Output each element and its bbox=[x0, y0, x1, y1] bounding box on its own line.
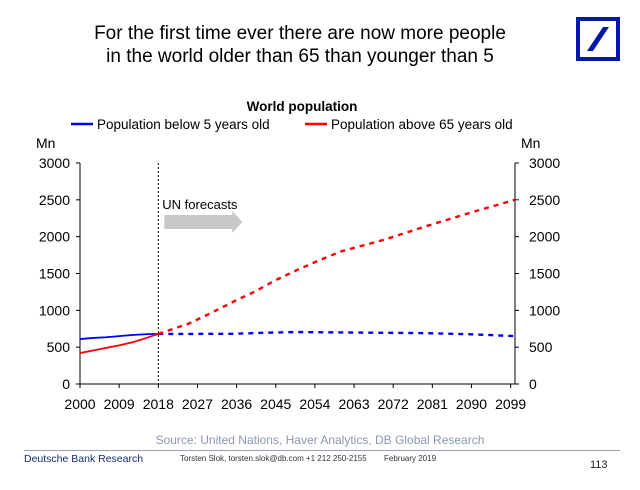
footer-brand: Deutsche Bank Research bbox=[24, 453, 144, 465]
y-tick-label-left: 1000 bbox=[39, 302, 70, 318]
y-tick-label-right: 500 bbox=[529, 339, 553, 355]
x-tick-label: 2081 bbox=[417, 396, 448, 412]
x-tick-label: 2063 bbox=[338, 396, 369, 412]
x-tick-label: 2045 bbox=[260, 396, 291, 412]
x-tick-label: 2099 bbox=[495, 396, 526, 412]
y-tick-label-left: 3000 bbox=[39, 155, 70, 171]
y-tick-label-right: 1000 bbox=[529, 302, 560, 318]
series-line-above-65-historical bbox=[79, 333, 159, 354]
x-tick-label: 2090 bbox=[456, 396, 487, 412]
footer-divider bbox=[24, 450, 620, 451]
x-tick-label: 2000 bbox=[64, 396, 95, 412]
slide-title-line-1: For the first time ever there are now mo… bbox=[94, 23, 506, 44]
series-line-below-5-forecast bbox=[158, 330, 516, 338]
world-population-chart: 0 0 500 500 1000 1000 1500 1500 2000 2000 2500 2500… bbox=[36, 117, 560, 412]
series-line-below-5-historical bbox=[79, 333, 159, 340]
x-tick-label: 2027 bbox=[182, 396, 213, 412]
x-tick-label: 2036 bbox=[221, 396, 252, 412]
y-tick-label-right: 2500 bbox=[529, 192, 560, 208]
legend-label-below-5: Population below 5 years old bbox=[97, 117, 270, 132]
page-number: 113 bbox=[590, 459, 608, 471]
y-axis-unit-right: Mn bbox=[521, 135, 540, 151]
y-tick-label-left: 500 bbox=[47, 339, 71, 355]
source-note: Source: United Nations, Haver Analytics,… bbox=[155, 433, 485, 447]
slide-title: For the first time ever there are now mo… bbox=[40, 22, 560, 68]
y-tick-label-left: 2500 bbox=[39, 192, 70, 208]
footer-date: February 2019 bbox=[384, 454, 437, 463]
y-tick-label-left: 1500 bbox=[39, 266, 70, 282]
footer-contact: Torsten Slok, torsten.slok@db.com +1 212… bbox=[180, 454, 367, 463]
y-tick-label-left: 0 bbox=[62, 376, 70, 392]
y-tick-label-right: 1500 bbox=[529, 266, 560, 282]
y-tick-label-left: 2000 bbox=[39, 229, 70, 245]
x-tick-label: 2054 bbox=[299, 396, 330, 412]
slide-title-line-2: in the world older than 65 than younger … bbox=[106, 46, 494, 67]
x-tick-label: 2072 bbox=[378, 396, 409, 412]
y-axis-unit-left: Mn bbox=[36, 135, 55, 151]
x-tick-label: 2018 bbox=[143, 396, 174, 412]
legend-label-above-65: Population above 65 years old bbox=[331, 117, 513, 132]
chart-title: World population bbox=[246, 99, 358, 114]
deutsche-bank-logo-icon bbox=[576, 17, 620, 61]
forecast-annotation: UN forecasts bbox=[162, 197, 238, 212]
forecast-arrow-icon bbox=[164, 211, 243, 233]
y-tick-label-right: 0 bbox=[529, 376, 537, 392]
y-tick-label-right: 2000 bbox=[529, 229, 560, 245]
series-line-above-65-forecast bbox=[157, 198, 516, 336]
y-tick-label-right: 3000 bbox=[529, 155, 560, 171]
x-tick-label: 2009 bbox=[104, 396, 135, 412]
